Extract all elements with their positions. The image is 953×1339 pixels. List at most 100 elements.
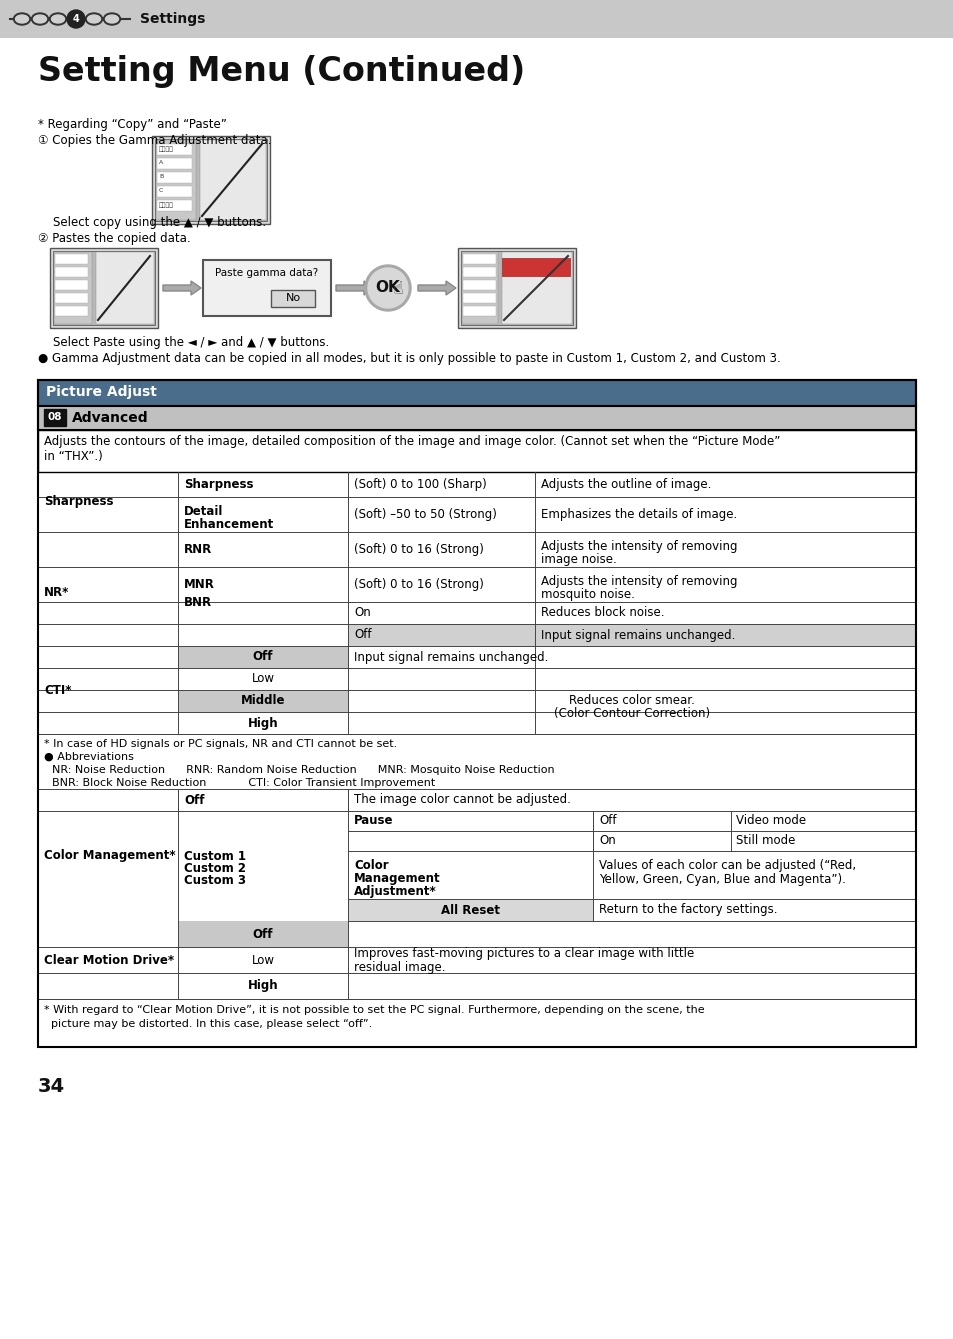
Bar bbox=[38, 380, 915, 1047]
Text: The image color cannot be adjusted.: The image color cannot be adjusted. bbox=[354, 794, 570, 806]
Bar bbox=[460, 250, 573, 325]
Text: Low: Low bbox=[252, 672, 274, 686]
Bar bbox=[55, 266, 88, 277]
Text: Improves fast-moving pictures to a clear image with little: Improves fast-moving pictures to a clear… bbox=[354, 947, 694, 960]
Text: picture may be distorted. In this case, please select “off”.: picture may be distorted. In this case, … bbox=[44, 1019, 372, 1028]
Ellipse shape bbox=[13, 13, 30, 25]
Text: in “THX”.): in “THX”.) bbox=[44, 450, 103, 463]
Text: Sharpness: Sharpness bbox=[184, 478, 253, 491]
Bar bbox=[38, 999, 915, 1047]
Text: Off: Off bbox=[598, 814, 616, 828]
Bar bbox=[50, 248, 158, 328]
Bar bbox=[152, 137, 270, 224]
Text: RNR: RNR bbox=[184, 544, 212, 556]
FancyArrow shape bbox=[417, 281, 456, 295]
Bar bbox=[457, 248, 576, 328]
Text: BNR: Block Noise Reduction            CTI: Color Transient Improvement: BNR: Block Noise Reduction CTI: Color Tr… bbox=[52, 778, 435, 787]
Text: image noise.: image noise. bbox=[540, 553, 616, 566]
Text: Adjusts the contours of the image, detailed composition of the image and image c: Adjusts the contours of the image, detai… bbox=[44, 435, 780, 449]
Text: 08: 08 bbox=[48, 412, 62, 422]
Text: Off: Off bbox=[184, 794, 204, 806]
Text: Custom 1: Custom 1 bbox=[184, 849, 246, 862]
Text: NR*: NR* bbox=[44, 585, 70, 599]
Text: Adjusts the outline of image.: Adjusts the outline of image. bbox=[540, 478, 711, 491]
Bar bbox=[38, 406, 915, 430]
Bar bbox=[348, 624, 915, 645]
Text: Settings: Settings bbox=[140, 12, 205, 25]
Bar bbox=[44, 408, 66, 426]
Text: Off: Off bbox=[354, 628, 371, 641]
Circle shape bbox=[365, 265, 411, 311]
Bar bbox=[157, 171, 192, 183]
Text: On: On bbox=[598, 834, 615, 848]
Text: ● Gamma Adjustment data can be copied in all modes, but it is only possible to p: ● Gamma Adjustment data can be copied in… bbox=[38, 352, 780, 366]
Bar bbox=[461, 252, 497, 324]
Text: Adjusts the intensity of removing: Adjusts the intensity of removing bbox=[540, 574, 737, 588]
Text: B: B bbox=[159, 174, 163, 179]
Circle shape bbox=[67, 9, 85, 28]
Text: * In case of HD signals or PC signals, NR and CTI cannot be set.: * In case of HD signals or PC signals, N… bbox=[44, 739, 396, 749]
Text: Off: Off bbox=[253, 928, 273, 940]
Ellipse shape bbox=[86, 13, 102, 25]
Bar bbox=[462, 293, 496, 303]
Text: Adjustment*: Adjustment* bbox=[354, 885, 436, 898]
Bar bbox=[203, 260, 331, 316]
Bar bbox=[200, 141, 266, 220]
Text: (Soft) 0 to 16 (Strong): (Soft) 0 to 16 (Strong) bbox=[354, 544, 483, 556]
Text: C: C bbox=[159, 189, 163, 194]
Bar bbox=[38, 789, 915, 811]
Text: Middle: Middle bbox=[240, 695, 285, 707]
Text: ② Pastes the copied data.: ② Pastes the copied data. bbox=[38, 232, 191, 245]
Text: OK: OK bbox=[375, 280, 400, 296]
Bar bbox=[348, 898, 593, 921]
Bar bbox=[38, 380, 915, 406]
FancyArrow shape bbox=[163, 281, 201, 295]
Text: Low: Low bbox=[252, 953, 274, 967]
Bar bbox=[501, 258, 569, 276]
Bar bbox=[178, 921, 348, 947]
Text: Color Management*: Color Management* bbox=[44, 849, 175, 861]
Bar bbox=[55, 307, 88, 316]
Bar bbox=[157, 186, 192, 197]
FancyArrow shape bbox=[335, 281, 374, 295]
Text: (Color Contour Correction): (Color Contour Correction) bbox=[554, 707, 709, 720]
Text: High: High bbox=[248, 980, 278, 992]
Bar bbox=[462, 307, 496, 316]
Text: Still mode: Still mode bbox=[735, 834, 795, 848]
Text: ノーマル: ノーマル bbox=[159, 146, 173, 151]
Text: High: High bbox=[248, 716, 278, 730]
Text: Return to the factory settings.: Return to the factory settings. bbox=[598, 904, 777, 916]
Bar bbox=[157, 158, 192, 169]
Text: Clear Motion Drive*: Clear Motion Drive* bbox=[44, 953, 174, 967]
Circle shape bbox=[368, 268, 408, 308]
Text: Paste gamma data?: Paste gamma data? bbox=[215, 268, 318, 279]
Bar bbox=[53, 250, 154, 325]
Bar bbox=[157, 200, 192, 212]
Text: No: No bbox=[285, 293, 300, 303]
Bar bbox=[55, 280, 88, 291]
Text: Select copy using the ▲ / ▼ buttons.: Select copy using the ▲ / ▼ buttons. bbox=[38, 216, 266, 229]
Bar bbox=[38, 734, 915, 789]
Text: Off: Off bbox=[253, 651, 273, 664]
Text: Adjusts the intensity of removing: Adjusts the intensity of removing bbox=[540, 540, 737, 553]
Text: 34: 34 bbox=[38, 1077, 65, 1097]
Bar bbox=[462, 266, 496, 277]
Text: Reduces block noise.: Reduces block noise. bbox=[540, 607, 664, 620]
Text: ① Copies the Gamma Adjustment data.: ① Copies the Gamma Adjustment data. bbox=[38, 134, 272, 147]
Ellipse shape bbox=[88, 15, 100, 23]
Ellipse shape bbox=[50, 13, 67, 25]
Text: * With regard to “Clear Motion Drive”, it is not possible to set the PC signal. : * With regard to “Clear Motion Drive”, i… bbox=[44, 1006, 704, 1015]
Text: Picture Adjust: Picture Adjust bbox=[46, 386, 156, 399]
Ellipse shape bbox=[103, 13, 120, 25]
Bar bbox=[462, 280, 496, 291]
Text: Color: Color bbox=[354, 860, 388, 872]
Text: Custom 2: Custom 2 bbox=[184, 861, 246, 874]
Text: Values of each color can be adjusted (“Red,: Values of each color can be adjusted (“R… bbox=[598, 860, 855, 872]
Text: Video mode: Video mode bbox=[735, 814, 805, 828]
Text: ● Abbreviations: ● Abbreviations bbox=[44, 753, 133, 762]
Bar bbox=[157, 145, 192, 155]
Bar bbox=[271, 291, 314, 307]
Text: Detail: Detail bbox=[184, 505, 223, 518]
Text: MNR: MNR bbox=[184, 578, 214, 590]
Bar bbox=[501, 252, 572, 324]
